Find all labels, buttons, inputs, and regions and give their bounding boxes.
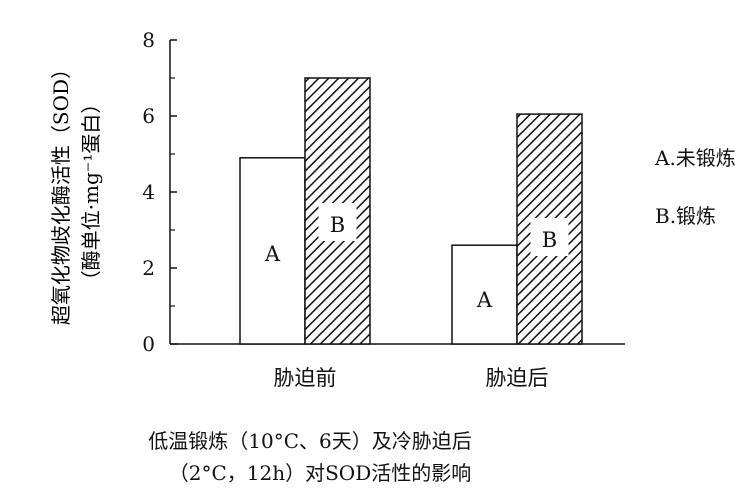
- category-labels: 胁迫前 胁迫后: [274, 366, 549, 390]
- caption-line-2: （2°C，12h）对SOD活性的影响: [168, 461, 472, 485]
- bar-a-2: [451, 244, 518, 345]
- bar-letter-label: A: [264, 242, 281, 266]
- legend-item-a: A.未锻炼: [655, 146, 736, 170]
- y-tick-label: 4: [142, 180, 155, 204]
- bar-letter-label: B: [542, 228, 557, 252]
- y-tick-label: 0: [142, 332, 155, 356]
- y-tick-label: 6: [142, 104, 155, 128]
- y-axis-label-line2: （酶单位·mg⁻¹蛋白）: [79, 94, 103, 291]
- x-category-label: 胁迫后: [486, 366, 549, 390]
- y-tick-label: 8: [142, 28, 155, 52]
- axes: 0 2 4 6 8: [142, 28, 625, 356]
- bars: A B A B: [239, 77, 583, 345]
- y-tick-label: 2: [142, 256, 155, 280]
- x-category-label: 胁迫前: [274, 366, 337, 390]
- y-axis-label-line1: 超氧化物歧化酶活性（SOD）: [49, 59, 73, 325]
- bar-letter-label: B: [330, 213, 345, 237]
- bar-label-bg: [318, 203, 357, 241]
- caption-line-1: 低温锻炼（10°C、6天）及冷胁迫后: [148, 429, 472, 453]
- bar-letter-label: A: [476, 288, 493, 312]
- bar-label-bg: [530, 218, 569, 256]
- legend-item-b: B.锻炼: [655, 204, 717, 228]
- y-axis-label: 超氧化物歧化酶活性（SOD） （酶单位·mg⁻¹蛋白）: [49, 59, 103, 325]
